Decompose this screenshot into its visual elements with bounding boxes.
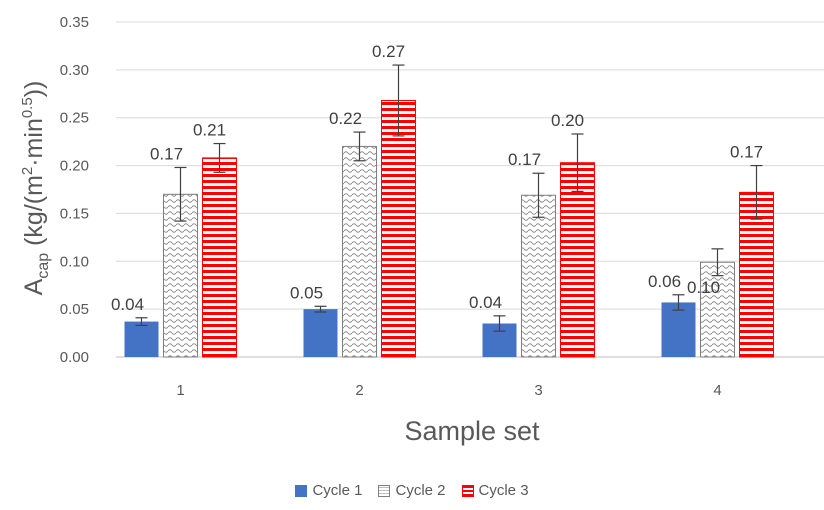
bar <box>202 157 237 358</box>
data-label: 0.20 <box>551 111 584 130</box>
y-axis-title-sup2: 0.5 <box>19 97 36 118</box>
data-label: 0.27 <box>372 42 405 61</box>
data-label: 0.22 <box>329 109 362 128</box>
y-tick-label: 0.15 <box>60 205 89 222</box>
bar <box>342 145 377 358</box>
data-label: 0.04 <box>469 293 502 312</box>
legend-label-cycle-3: Cycle 3 <box>478 482 529 499</box>
data-label: 0.05 <box>290 283 323 302</box>
x-tick-label: 3 <box>534 382 542 399</box>
data-labels: 0.04 0.17 0.21 0.05 0.22 0.27 0.04 0.17 0.20 0.06… <box>111 42 763 314</box>
y-tick-label: 0.10 <box>60 253 89 270</box>
x-tick-label: 4 <box>713 382 721 399</box>
y-tick-label: 0.00 <box>60 349 89 366</box>
data-label: 0.17 <box>730 143 763 162</box>
x-axis-title: Sample set <box>404 416 540 446</box>
y-axis-title-units-end: )) <box>20 81 48 98</box>
bar <box>521 194 556 358</box>
data-label: 0.10 <box>687 278 720 297</box>
y-tick-label: 0.05 <box>60 301 89 318</box>
y-axis-title-units: (kg/(m <box>20 175 48 253</box>
bar <box>700 261 735 358</box>
data-label: 0.04 <box>111 295 144 314</box>
y-axis-title-main: A <box>20 278 48 295</box>
legend-label-cycle-1: Cycle 1 <box>312 482 363 499</box>
data-label: 0.06 <box>648 272 681 291</box>
legend-label-cycle-2: Cycle 2 <box>395 482 446 499</box>
legend-swatch-cycle-1 <box>295 484 308 497</box>
data-label: 0.17 <box>150 144 183 163</box>
legend: Cycle 1 Cycle 2 Cycle 3 <box>0 482 824 499</box>
x-tick-labels: 1 2 3 4 <box>176 382 721 399</box>
legend-swatch-cycle-3 <box>461 484 474 497</box>
y-tick-label: 0.25 <box>60 110 89 127</box>
y-axis-title: Acap (kg/(m2·min0.5)) <box>19 81 52 296</box>
y-axis-title-units-mid: ·min <box>20 118 48 167</box>
legend-swatch-cycle-2 <box>378 484 391 497</box>
bar <box>381 99 416 358</box>
data-label: 0.21 <box>193 121 226 140</box>
bar <box>124 321 159 357</box>
y-tick-label: 0.30 <box>60 62 89 79</box>
bar <box>303 309 338 357</box>
legend-item-cycle-2: Cycle 2 <box>378 482 446 499</box>
bar-chart: 0.00 0.05 0.10 0.15 0.20 0.25 0.30 0.35 0.04 0.1… <box>19 14 824 446</box>
legend-item-cycle-3: Cycle 3 <box>461 482 529 499</box>
y-tick-label: 0.35 <box>60 14 89 31</box>
data-label: 0.17 <box>508 150 541 169</box>
y-tick-label: 0.20 <box>60 158 89 175</box>
x-tick-label: 2 <box>355 382 363 399</box>
bar <box>661 302 696 357</box>
x-tick-label: 1 <box>176 382 184 399</box>
bar <box>560 162 595 358</box>
bar <box>739 191 774 358</box>
y-tick-labels: 0.00 0.05 0.10 0.15 0.20 0.25 0.30 0.35 <box>60 14 89 366</box>
y-axis-title-sup1: 2 <box>19 167 36 175</box>
y-axis-title-subscript: cap <box>35 253 52 279</box>
bars <box>124 64 774 358</box>
legend-item-cycle-1: Cycle 1 <box>295 482 362 499</box>
